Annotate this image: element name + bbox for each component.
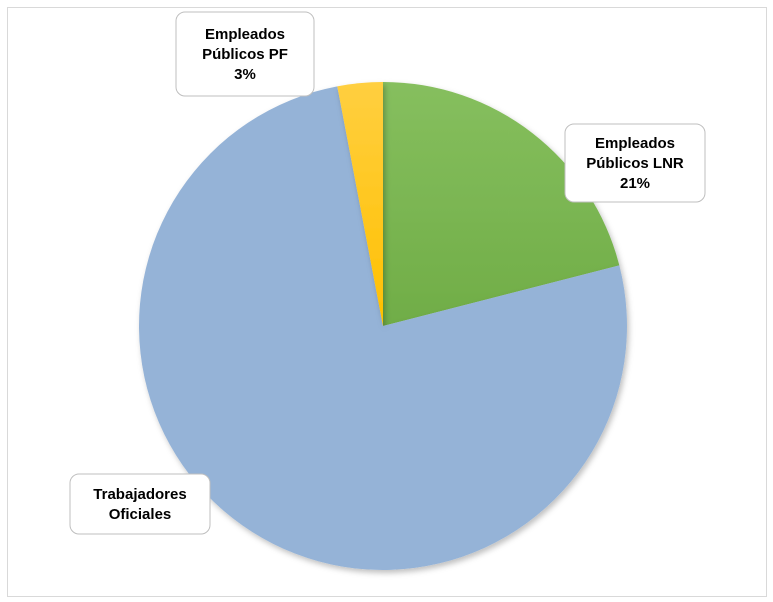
data-label-lnr-line-1: Públicos LNR (586, 155, 684, 172)
data-label-pf-line-2: 3% (234, 66, 256, 83)
data-label-to-line-0: Trabajadores (93, 486, 186, 503)
data-label-box-lnr (564, 123, 706, 203)
pie-slices (138, 82, 627, 570)
data-label-pf: Empleados Públicos PF 3% (175, 11, 315, 97)
pie-slice-lnr (383, 82, 620, 326)
pie-slice-pf (337, 82, 383, 326)
data-label-to: Trabajadores Oficiales (69, 473, 211, 535)
data-label-lnr-line-0: Empleados (595, 135, 675, 152)
data-label-box-pf (175, 11, 315, 97)
pie-slice-to (138, 86, 627, 570)
data-label-lnr: Empleados Públicos LNR 21% (564, 123, 706, 203)
data-label-box-to (69, 473, 211, 535)
data-label-pf-line-0: Empleados (205, 26, 285, 43)
data-label-pf-line-1: Públicos PF (202, 46, 288, 63)
data-label-to-line-1: Oficiales (109, 506, 172, 523)
data-label-lnr-line-2: 21% (620, 175, 650, 192)
